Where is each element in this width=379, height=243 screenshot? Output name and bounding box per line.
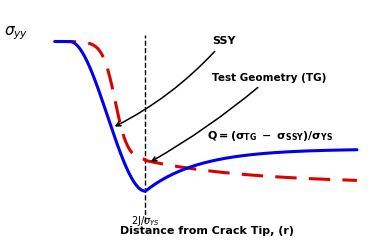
- Text: 2J/$\sigma_{YS}$: 2J/$\sigma_{YS}$: [131, 214, 160, 228]
- X-axis label: Distance from Crack Tip, (r): Distance from Crack Tip, (r): [121, 226, 294, 236]
- Text: SSY: SSY: [116, 36, 235, 126]
- Text: Test Geometry (TG): Test Geometry (TG): [152, 73, 326, 161]
- Text: $\sigma_{yy}$: $\sigma_{yy}$: [4, 24, 28, 42]
- Text: $\mathbf{Q= (\sigma_{TG}\ -\ \sigma_{SSY})/\sigma_{YS}}$: $\mathbf{Q= (\sigma_{TG}\ -\ \sigma_{SSY…: [207, 129, 334, 143]
